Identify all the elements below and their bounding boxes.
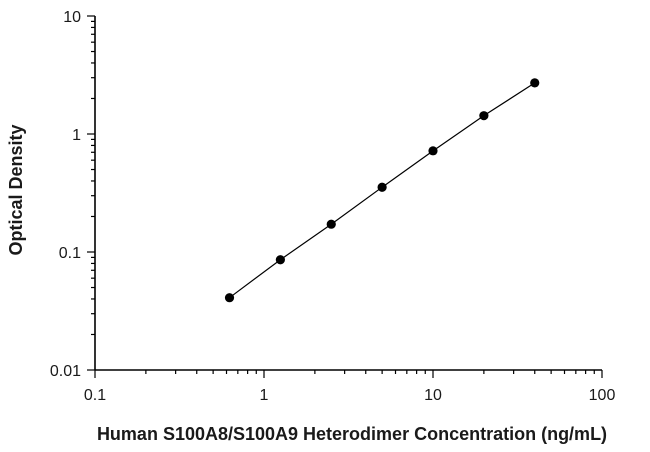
x-axis-title: Human S100A8/S100A9 Heterodimer Concentr… xyxy=(97,424,607,444)
y-tick-label: 10 xyxy=(63,9,81,26)
x-tick-label: 0.1 xyxy=(84,387,106,404)
data-point xyxy=(275,255,285,265)
y-axis-title: Optical Density xyxy=(6,124,26,255)
data-point xyxy=(326,219,336,229)
data-point xyxy=(377,182,387,192)
x-axis-tick-labels: 0.1 1 10 100 xyxy=(84,387,616,404)
data-point xyxy=(530,78,540,88)
data-point xyxy=(428,146,438,156)
y-tick-label: 0.01 xyxy=(50,363,81,380)
x-axis-ticks xyxy=(94,370,603,378)
data-point xyxy=(224,293,235,303)
x-tick-label: 100 xyxy=(589,387,616,404)
x-tick-label: 10 xyxy=(424,387,442,404)
y-axis-ticks xyxy=(87,15,95,371)
data-point xyxy=(479,111,489,121)
y-axis-tick-labels: 0.01 0.1 1 10 xyxy=(50,9,81,380)
y-tick-label: 1 xyxy=(72,127,81,144)
data-points xyxy=(224,78,540,303)
y-tick-label: 0.1 xyxy=(59,245,81,262)
x-tick-label: 1 xyxy=(260,387,269,404)
